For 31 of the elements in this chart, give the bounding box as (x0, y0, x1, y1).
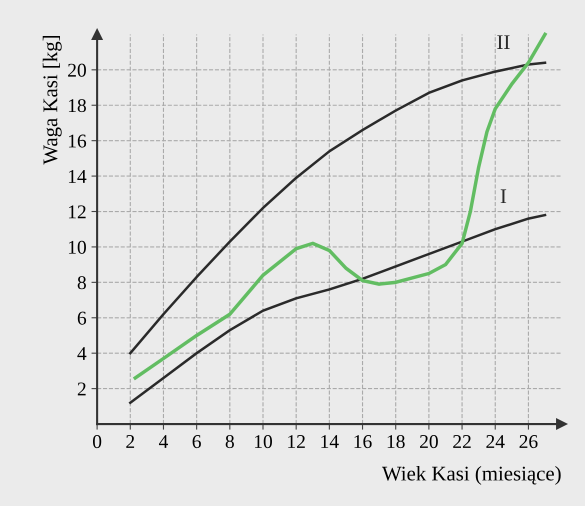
y-tick-label: 18 (68, 99, 86, 112)
y-tick-label: 14 (68, 170, 86, 183)
x-tick-label: 22 (453, 435, 471, 448)
x-axis-title: Wiek Kasi (miesiące) (382, 466, 561, 485)
y-tick-label: 4 (77, 347, 86, 360)
x-tick-label: 14 (321, 435, 339, 448)
x-tick-label: 6 (192, 435, 201, 448)
x-tick-label: 0 (92, 435, 102, 448)
x-tick-label: 4 (158, 435, 168, 448)
y-tick-label: 6 (78, 312, 86, 325)
series-label: II (497, 35, 510, 49)
line-series (129, 61, 546, 354)
y-tick-label: 10 (68, 240, 86, 254)
x-tick-label: 2 (126, 435, 134, 448)
y-tick-label: 20 (68, 64, 86, 77)
line-series (129, 214, 546, 404)
x-tick-label: 16 (354, 435, 372, 448)
x-tick-label: 10 (254, 435, 272, 448)
x-tick-label: 12 (288, 435, 305, 448)
y-axis-title: Waga Kasi [kg] (42, 36, 62, 165)
x-tick-label: 26 (520, 435, 538, 448)
series-label: I (500, 189, 506, 204)
x-tick-label: 18 (388, 435, 405, 448)
y-tick-label: 2 (78, 382, 86, 396)
x-tick-label: 24 (486, 435, 505, 448)
x-tick-label: 8 (226, 435, 234, 448)
x-tick-label: 20 (420, 435, 438, 448)
line-series (134, 32, 547, 380)
y-tick-label: 8 (78, 276, 86, 290)
y-tick-label: 16 (68, 134, 86, 148)
y-tick-label: 12 (68, 205, 86, 218)
